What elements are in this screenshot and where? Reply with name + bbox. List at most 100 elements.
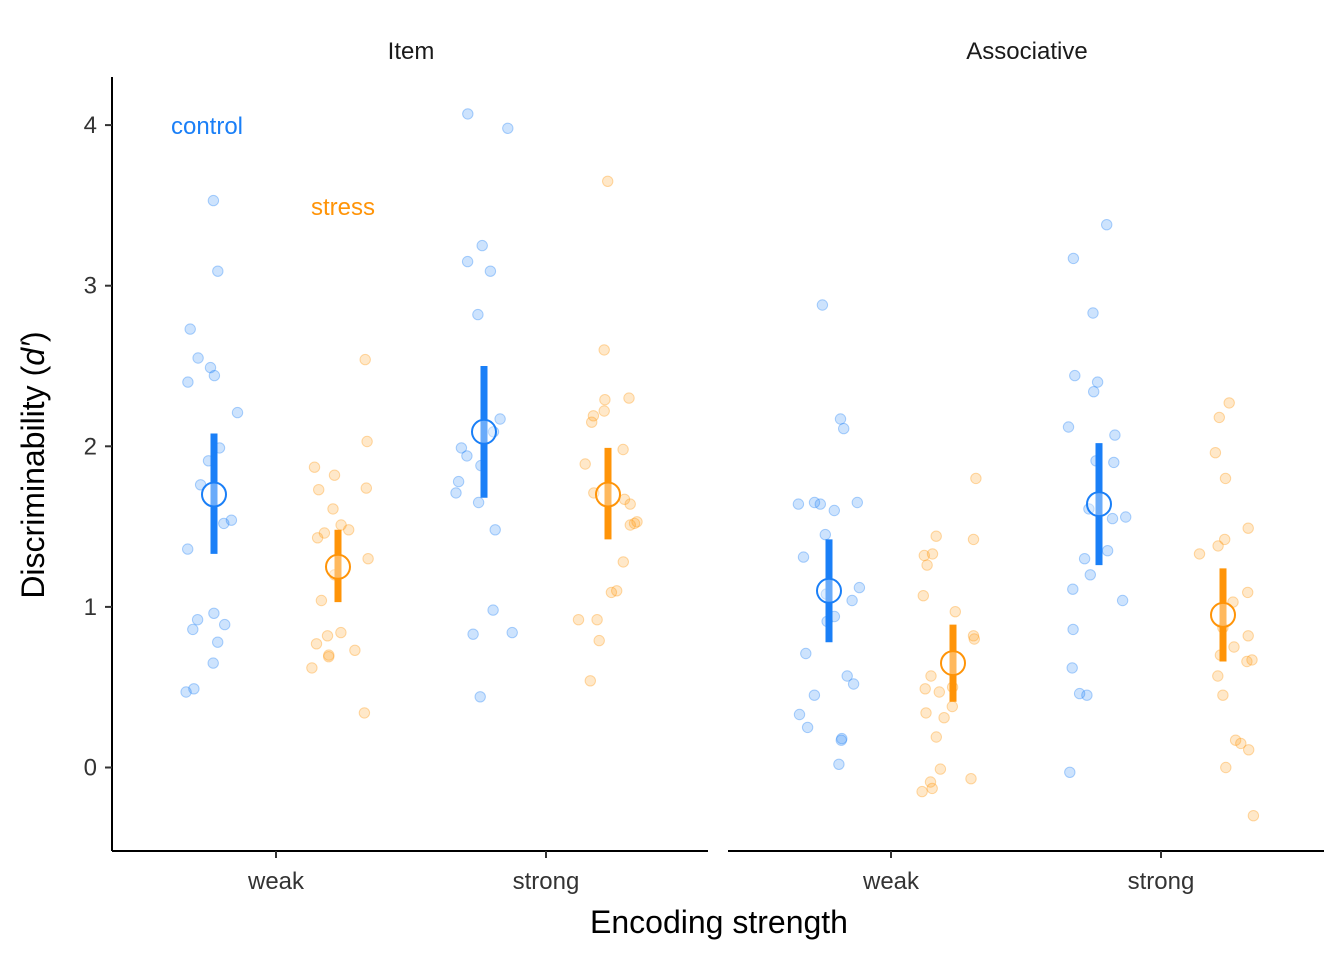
data-point xyxy=(816,299,829,311)
data-point xyxy=(461,450,473,462)
data-point xyxy=(1078,553,1091,565)
data-point xyxy=(359,353,371,366)
data-point xyxy=(967,630,980,642)
data-point xyxy=(925,670,937,682)
data-point xyxy=(315,594,328,607)
panel-associative: Associative xyxy=(792,38,1260,822)
data-point xyxy=(1106,512,1119,525)
data-point xyxy=(207,194,220,207)
data-point xyxy=(1242,522,1254,534)
data-point xyxy=(1209,447,1222,459)
data-point xyxy=(328,469,341,481)
data-point xyxy=(1081,689,1093,701)
axes: weak strong weak strong 0 1 2 3 4 xyxy=(84,77,1324,895)
y-axis-title: Discriminability (d′) xyxy=(15,331,51,598)
data-point xyxy=(599,394,611,406)
data-point xyxy=(808,689,821,701)
data-point xyxy=(311,532,324,544)
mean-marker xyxy=(471,418,497,445)
data-point xyxy=(218,517,230,530)
data-point xyxy=(617,443,629,456)
data-point xyxy=(474,691,486,703)
data-point xyxy=(968,633,980,645)
data-point xyxy=(472,308,484,321)
data-point xyxy=(187,623,199,636)
y-tick-label: 0 xyxy=(84,755,97,782)
data-point xyxy=(814,498,826,510)
x-tick-label: strong xyxy=(1128,868,1195,895)
data-point xyxy=(1235,737,1247,750)
data-point xyxy=(1212,670,1224,682)
data-point xyxy=(846,594,858,607)
panel-item: Item xyxy=(180,38,643,719)
data-point xyxy=(1109,429,1121,441)
data-point xyxy=(192,352,204,364)
data-point xyxy=(362,553,374,565)
data-point xyxy=(1120,511,1132,523)
data-point xyxy=(231,406,244,419)
data-point xyxy=(587,410,600,422)
data-point xyxy=(834,413,847,425)
data-point xyxy=(838,422,850,435)
data-point xyxy=(349,644,361,656)
data-point xyxy=(1242,586,1254,599)
data-point xyxy=(476,239,488,252)
data-point xyxy=(358,707,371,719)
data-point xyxy=(1219,472,1232,485)
data-point xyxy=(1223,397,1235,409)
data-point xyxy=(306,662,318,674)
data-point xyxy=(828,504,840,517)
data-point xyxy=(321,630,334,642)
data-point xyxy=(930,530,942,542)
data-point xyxy=(808,496,821,509)
data-point xyxy=(323,651,335,663)
data-point xyxy=(623,392,635,404)
data-point xyxy=(1084,569,1097,581)
data-point xyxy=(1073,687,1086,700)
mean-marker xyxy=(201,481,227,508)
data-point xyxy=(938,712,950,724)
y-axis-title-italic: d′ xyxy=(15,341,51,366)
data-point xyxy=(335,626,347,639)
data-point xyxy=(916,785,928,798)
data-point xyxy=(450,487,462,499)
data-point xyxy=(191,614,204,626)
data-point xyxy=(1243,744,1255,756)
data-point xyxy=(617,556,629,568)
panel-title-associative: Associative xyxy=(966,38,1087,65)
panel-title-item: Item xyxy=(388,38,435,65)
data-point xyxy=(1193,548,1206,560)
data-point xyxy=(184,323,196,335)
x-tick-label: weak xyxy=(862,868,920,895)
data-point xyxy=(1116,594,1129,607)
data-point xyxy=(462,108,474,120)
data-point xyxy=(1067,623,1079,636)
data-point xyxy=(327,503,339,515)
data-point xyxy=(591,614,603,626)
data-point xyxy=(800,647,812,660)
y-tick-label: 1 xyxy=(84,594,97,621)
data-point xyxy=(472,496,485,509)
data-point xyxy=(793,708,806,721)
data-point xyxy=(1217,689,1229,701)
data-point xyxy=(1246,654,1258,666)
data-point xyxy=(1067,252,1080,265)
data-point xyxy=(219,618,231,631)
data-point xyxy=(1229,734,1242,746)
data-point xyxy=(572,614,585,626)
data-point xyxy=(1228,641,1240,653)
data-point xyxy=(933,686,945,698)
data-point xyxy=(204,361,217,374)
x-axis-title: Encoding strength xyxy=(590,904,848,940)
data-point xyxy=(502,122,514,135)
data-point xyxy=(835,734,847,746)
data-point xyxy=(461,255,474,268)
data-point xyxy=(1088,386,1100,398)
data-point xyxy=(1066,662,1078,674)
data-point xyxy=(628,517,641,530)
data-point xyxy=(965,773,977,785)
data-point xyxy=(1062,421,1075,433)
data-point xyxy=(602,175,614,188)
data-point xyxy=(841,670,853,682)
